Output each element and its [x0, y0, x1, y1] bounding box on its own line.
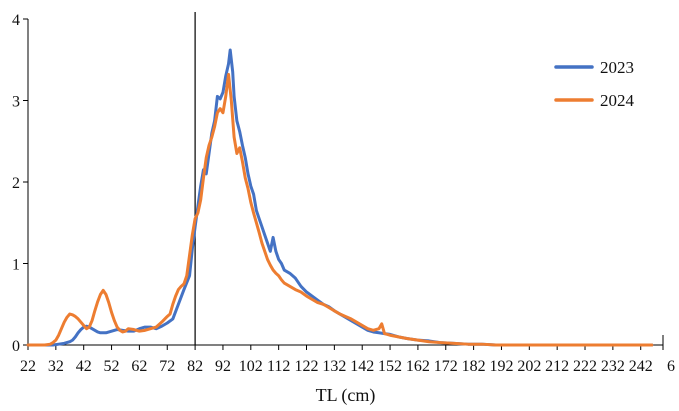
- x-tick-label: 42: [76, 358, 92, 375]
- x-tick-label: 82: [187, 358, 203, 375]
- y-tick-label: 1: [12, 257, 20, 274]
- x-tick-label: 62: [131, 358, 147, 375]
- y-tick-label: 0: [12, 338, 20, 355]
- legend: 2023 2024: [554, 58, 635, 110]
- x-tick-label: 182: [462, 358, 486, 375]
- x-tick-label: 232: [601, 358, 625, 375]
- x-tick-label: 122: [295, 358, 319, 375]
- x-tick-label: 242: [629, 358, 653, 375]
- x-axis: 22 32 42 52 62 72 82 92 102 112 122 132 142 152 162 172…: [20, 335, 675, 375]
- x-tick-label: 152: [378, 358, 402, 375]
- x-tick-label: 162: [406, 358, 430, 375]
- x-axis-title: TL (cm): [316, 385, 376, 406]
- y-tick-label: 4: [12, 12, 20, 29]
- y-tick-label: 2: [12, 175, 20, 192]
- series-line-2023: [26, 48, 654, 347]
- x-tick-label: 172: [434, 358, 458, 375]
- x-tick-label: 32: [48, 358, 64, 375]
- series-line-2024: [26, 72, 654, 347]
- x-tick-label: 142: [350, 358, 374, 375]
- x-tick-label: 52: [104, 358, 120, 375]
- x-tick-label: 112: [267, 358, 290, 375]
- x-tick-label: 202: [517, 358, 541, 375]
- x-tick-label: 192: [489, 358, 513, 375]
- x-tick-label: 102: [239, 358, 263, 375]
- x-tick-label: 22: [20, 358, 36, 375]
- series-group: [26, 48, 654, 347]
- x-tick-label: 222: [573, 358, 597, 375]
- x-tick-label: 132: [322, 358, 346, 375]
- y-axis: 0 1 2 3 4: [12, 12, 29, 355]
- x-tick-label: 212: [545, 358, 569, 375]
- x-tick-label: 72: [159, 358, 175, 375]
- legend-label-2023: 2023: [600, 58, 634, 77]
- x-tick-label-extra: 6: [667, 358, 675, 375]
- y-tick-label: 3: [12, 94, 20, 111]
- legend-label-2024: 2024: [600, 91, 635, 110]
- x-tick-label: 92: [215, 358, 231, 375]
